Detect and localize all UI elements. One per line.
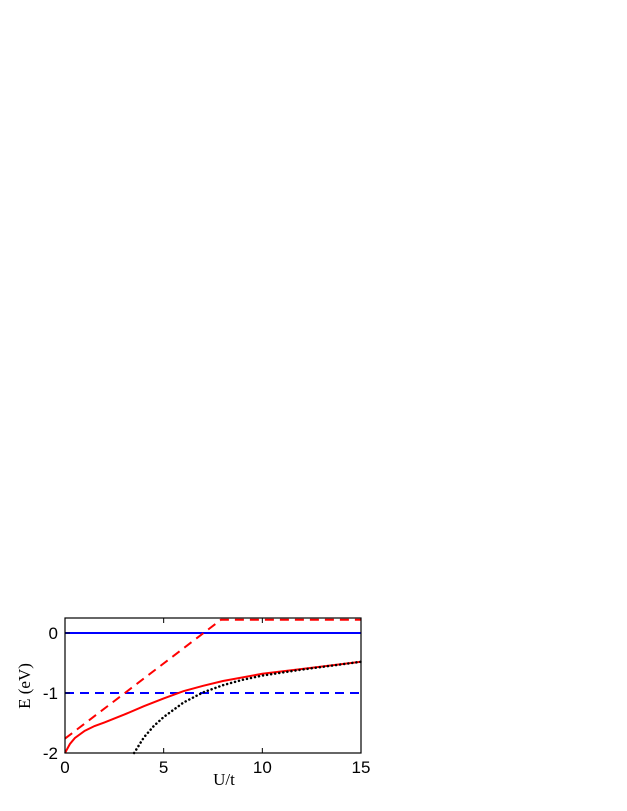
- y-tick-label: -1: [43, 684, 58, 703]
- series-line-3: [64, 660, 362, 754]
- x-tick-label: 0: [60, 758, 69, 777]
- x-axis-label: U/t: [213, 770, 235, 789]
- y-axis-label: E (eV): [15, 663, 34, 709]
- plot-frame: [64, 617, 362, 754]
- y-tick-label: -2: [43, 744, 58, 763]
- series-line-4: [132, 660, 363, 755]
- series-line-2: [64, 618, 361, 740]
- x-tick-label: 15: [352, 758, 371, 777]
- x-tick-label: 5: [159, 758, 168, 777]
- x-tick-label: 10: [253, 758, 272, 777]
- y-tick-label: 0: [49, 624, 58, 643]
